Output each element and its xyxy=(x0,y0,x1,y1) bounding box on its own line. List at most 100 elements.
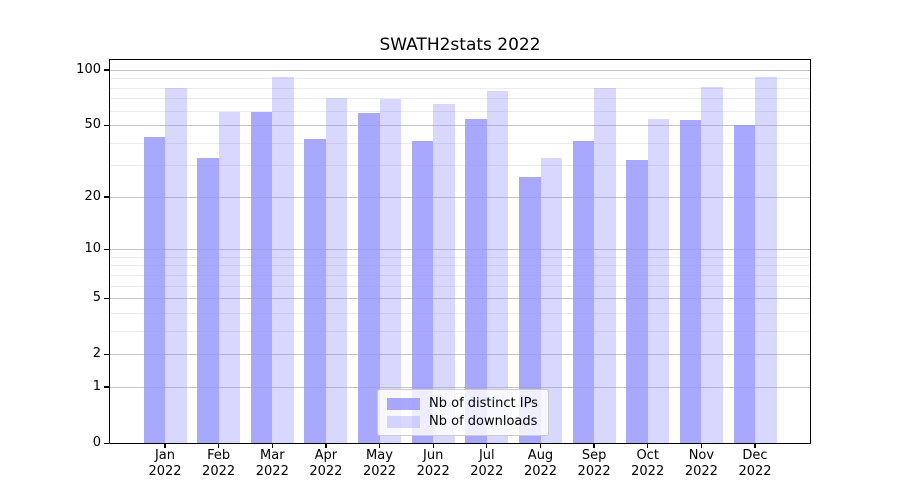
x-tick-year: 2022 xyxy=(738,464,772,479)
x-tick-month: Jul xyxy=(478,448,495,463)
grid-line-minor xyxy=(110,274,810,276)
x-axis-tick-label: Jan 2022 xyxy=(135,448,195,480)
x-tick-month: Mar xyxy=(260,448,285,463)
x-tick-year: 2022 xyxy=(631,464,665,479)
grid-line-minor xyxy=(110,78,810,80)
x-axis-tick xyxy=(325,443,327,448)
grid-line-major xyxy=(110,196,810,198)
bar-distinct-ips-sep xyxy=(572,140,595,443)
y-axis-tick xyxy=(104,69,110,71)
y-axis-tick xyxy=(104,353,110,356)
grid-line-minor xyxy=(110,256,810,258)
y-axis-tick xyxy=(104,386,110,388)
grid-line-minor xyxy=(110,110,810,112)
bar-downloads-nov xyxy=(701,86,723,443)
bar-distinct-ips-jul xyxy=(465,118,487,443)
x-tick-year: 2022 xyxy=(684,464,718,479)
grid-line-minor xyxy=(110,87,810,89)
legend-label-downloads: Nb of downloads xyxy=(429,414,538,429)
bar-distinct-ips-apr xyxy=(304,138,326,443)
bar-downloads-sep xyxy=(594,87,616,443)
x-tick-year: 2022 xyxy=(523,464,558,479)
x-axis-tick-label: Jul 2022 xyxy=(457,448,517,480)
y-axis-tick-label: 10 xyxy=(84,241,101,257)
grid-line-major xyxy=(110,354,810,356)
x-axis-tick-label: Feb 2022 xyxy=(189,448,249,480)
grid-line-minor xyxy=(110,165,810,167)
y-axis-tick-label: 1 xyxy=(92,378,101,394)
x-tick-month: Feb xyxy=(207,448,231,463)
legend-swatch-distinct-ips-icon xyxy=(387,397,420,410)
grid-line-minor xyxy=(110,265,810,267)
grid-line-minor xyxy=(110,98,810,100)
bar-distinct-ips-dec xyxy=(733,125,755,443)
x-axis-tick-label: Apr 2022 xyxy=(296,448,356,480)
bar-distinct-ips-may xyxy=(358,113,380,443)
y-axis-tick-label: 0 xyxy=(92,435,101,450)
x-axis-tick xyxy=(593,443,595,448)
x-axis-tick xyxy=(754,443,756,448)
chart-title: SWATH2stats 2022 xyxy=(379,35,541,55)
y-axis-tick-label: 20 xyxy=(84,188,101,204)
x-tick-month: May xyxy=(366,448,393,463)
bar-distinct-ips-aug xyxy=(519,176,541,443)
bar-downloads-jan xyxy=(165,87,187,443)
y-axis-tick xyxy=(104,124,110,126)
bar-downloads-oct xyxy=(647,118,670,443)
legend-swatch-downloads-icon xyxy=(387,415,420,428)
bar-distinct-ips-jan xyxy=(143,137,165,443)
x-axis-tick-label: Oct 2022 xyxy=(618,448,678,480)
legend-item-distinct-ips: Nb of distinct IPs xyxy=(387,396,538,411)
y-axis-tick-label: 50 xyxy=(84,117,101,132)
x-tick-month: Apr xyxy=(314,448,338,463)
bar-downloads-mar xyxy=(272,77,294,443)
grid-line-minor xyxy=(110,312,810,314)
x-axis-tick xyxy=(486,443,488,448)
plot-area xyxy=(110,60,810,443)
bar-downloads-jun xyxy=(433,104,455,443)
x-axis-tick-label: Aug 2022 xyxy=(511,448,571,480)
legend-label-distinct-ips: Nb of distinct IPs xyxy=(429,396,538,411)
bar-downloads-jul xyxy=(486,90,509,443)
bar-downloads-feb xyxy=(218,111,241,443)
bar-downloads-dec xyxy=(755,76,777,443)
y-axis-tick-label: 2 xyxy=(92,346,101,362)
grid-line-minor xyxy=(110,142,810,144)
bar-downloads-aug xyxy=(540,157,562,443)
x-tick-month: Jan xyxy=(154,448,176,463)
x-axis-tick xyxy=(432,443,434,448)
bar-downloads-may xyxy=(379,99,401,443)
grid-line-major xyxy=(110,69,810,71)
x-tick-year: 2022 xyxy=(577,464,611,479)
x-axis-tick-label: Sep 2022 xyxy=(564,448,624,480)
grid-line-major xyxy=(110,386,810,388)
x-tick-year: 2022 xyxy=(309,464,343,479)
x-tick-month: Sep xyxy=(581,448,607,463)
x-axis-tick xyxy=(378,443,381,448)
legend: Nb of distinct IPs Nb of downloads xyxy=(377,389,549,436)
x-tick-month: Oct xyxy=(636,448,659,463)
y-axis-tick-label: 5 xyxy=(92,290,101,306)
legend-item-downloads: Nb of downloads xyxy=(387,414,538,429)
x-tick-month: Dec xyxy=(742,448,768,463)
bar-distinct-ips-oct xyxy=(626,160,648,443)
y-axis-tick xyxy=(104,248,110,250)
y-axis-tick xyxy=(104,442,110,444)
x-axis-tick-label: Nov 2022 xyxy=(671,448,731,480)
x-axis-tick-label: Mar 2022 xyxy=(242,448,302,480)
grid-line-minor xyxy=(110,285,810,287)
bar-distinct-ips-nov xyxy=(679,120,702,443)
x-axis-tick-label: Jun 2022 xyxy=(403,448,463,480)
y-axis-tick-label: 100 xyxy=(76,61,101,77)
bar-distinct-ips-jun xyxy=(411,140,434,443)
x-axis-tick xyxy=(271,443,273,448)
grid-line-major xyxy=(110,249,810,251)
bar-distinct-ips-feb xyxy=(197,157,219,443)
bar-downloads-apr xyxy=(325,98,348,443)
x-axis-tick-label: May 2022 xyxy=(350,448,410,480)
x-axis-tick xyxy=(647,443,649,448)
x-tick-year: 2022 xyxy=(470,464,504,479)
grid-line-minor xyxy=(110,330,810,332)
x-axis-tick xyxy=(164,443,166,448)
